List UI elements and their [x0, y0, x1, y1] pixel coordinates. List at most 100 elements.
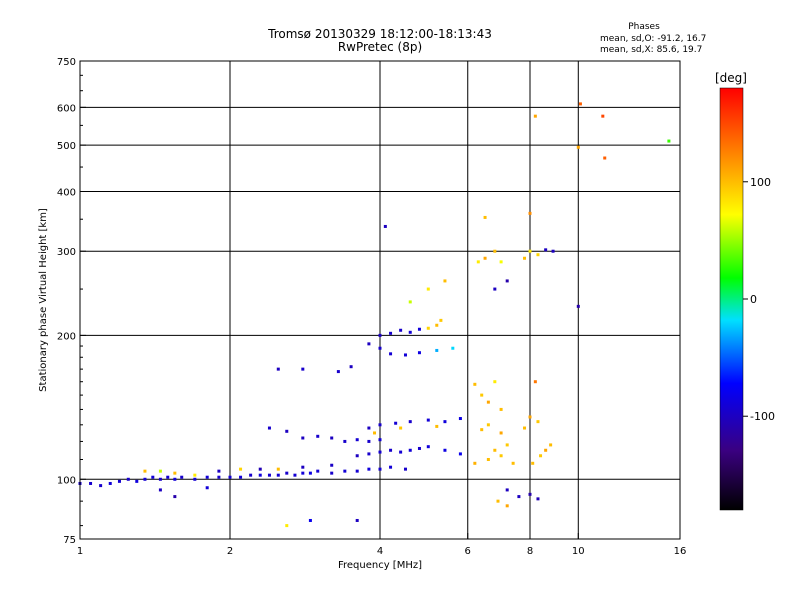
data-point: [378, 450, 382, 454]
data-point: [239, 467, 243, 471]
data-point: [205, 475, 209, 479]
data-point: [367, 342, 371, 346]
data-point: [399, 328, 403, 332]
data-point: [486, 400, 490, 404]
data-point: [408, 300, 412, 304]
data-point: [426, 445, 430, 449]
data-point: [383, 224, 387, 228]
phases-stats-title: Phases: [628, 22, 660, 32]
y-axis: 75 100 200 300 400 500 600 750: [57, 57, 86, 546]
data-point: [539, 454, 543, 458]
data-point: [601, 114, 605, 118]
phases-stats-o: mean, sd,O: -91.2, 16.7: [600, 34, 707, 44]
colorbar-tick-label: 100: [750, 176, 771, 189]
y-axis-label: Stationary phase Virtual Height [km]: [38, 208, 49, 392]
data-point: [505, 504, 509, 508]
data-point: [408, 330, 412, 334]
data-point: [499, 407, 503, 411]
data-point: [473, 382, 477, 386]
data-point: [476, 260, 480, 264]
data-point: [667, 139, 671, 143]
colorbar-ticks: 100 0 -100: [743, 176, 775, 423]
y-tick-label: 300: [57, 247, 76, 258]
data-point: [399, 426, 403, 430]
data-point: [89, 481, 93, 485]
data-point: [458, 452, 462, 456]
data-point: [267, 426, 271, 430]
data-point: [517, 495, 521, 499]
data-point: [117, 479, 121, 483]
data-point: [316, 469, 320, 473]
data-point: [549, 443, 553, 447]
data-point: [239, 475, 243, 479]
data-point: [426, 418, 430, 422]
data-point: [505, 443, 509, 447]
data-point: [373, 431, 377, 435]
data-point: [267, 473, 271, 477]
data-point: [378, 346, 382, 350]
data-point: [493, 287, 497, 291]
data-point: [301, 436, 305, 440]
data-point: [378, 423, 382, 427]
data-point: [499, 260, 503, 264]
chart-subtitle: RwPretec (8p): [337, 40, 423, 54]
data-point: [528, 492, 532, 496]
data-point: [180, 475, 184, 479]
data-point: [523, 426, 527, 430]
data-point: [483, 215, 487, 219]
data-point: [493, 448, 497, 452]
data-points: [78, 102, 671, 528]
data-point: [343, 469, 347, 473]
data-point: [451, 346, 455, 350]
data-point: [578, 102, 582, 106]
data-point: [293, 473, 297, 477]
data-point: [143, 477, 147, 481]
phases-stats-x: mean, sd,X: 85.6, 19.7: [600, 45, 703, 55]
data-point: [389, 448, 393, 452]
colorbar: [deg] 100 0 -100: [715, 71, 775, 511]
data-point: [330, 463, 334, 467]
data-point: [316, 434, 320, 438]
data-point: [355, 518, 359, 522]
data-point: [258, 473, 262, 477]
data-point: [389, 331, 393, 335]
data-point: [533, 380, 537, 384]
grid: [80, 61, 680, 539]
data-point: [108, 481, 112, 485]
y-tick-label: 100: [57, 475, 76, 486]
data-point: [458, 417, 462, 421]
data-point: [389, 465, 393, 469]
data-point: [511, 461, 515, 465]
data-point: [389, 352, 393, 356]
x-tick-label: 8: [527, 546, 533, 557]
data-point: [378, 467, 382, 471]
data-point: [499, 431, 503, 435]
data-point: [378, 333, 382, 337]
data-point: [330, 471, 334, 475]
data-point: [399, 450, 403, 454]
data-point: [193, 473, 197, 477]
data-point: [403, 353, 407, 357]
data-point: [480, 428, 484, 432]
data-point: [173, 471, 177, 475]
data-point: [443, 420, 447, 424]
data-point: [505, 488, 509, 492]
data-point: [417, 446, 421, 450]
x-tick-label: 2: [227, 546, 233, 557]
data-point: [355, 469, 359, 473]
data-point: [435, 424, 439, 428]
data-point: [276, 467, 280, 471]
data-point: [355, 438, 359, 442]
data-point: [435, 348, 439, 352]
data-point: [143, 469, 147, 473]
data-point: [308, 471, 312, 475]
data-point: [499, 454, 503, 458]
data-point: [435, 323, 439, 327]
chart-title: Tromsø 20130329 18:12:00-18:13:43: [268, 27, 492, 41]
data-point: [536, 497, 540, 501]
data-point: [173, 495, 177, 499]
x-tick-label: 6: [465, 546, 471, 557]
data-point: [528, 249, 532, 253]
